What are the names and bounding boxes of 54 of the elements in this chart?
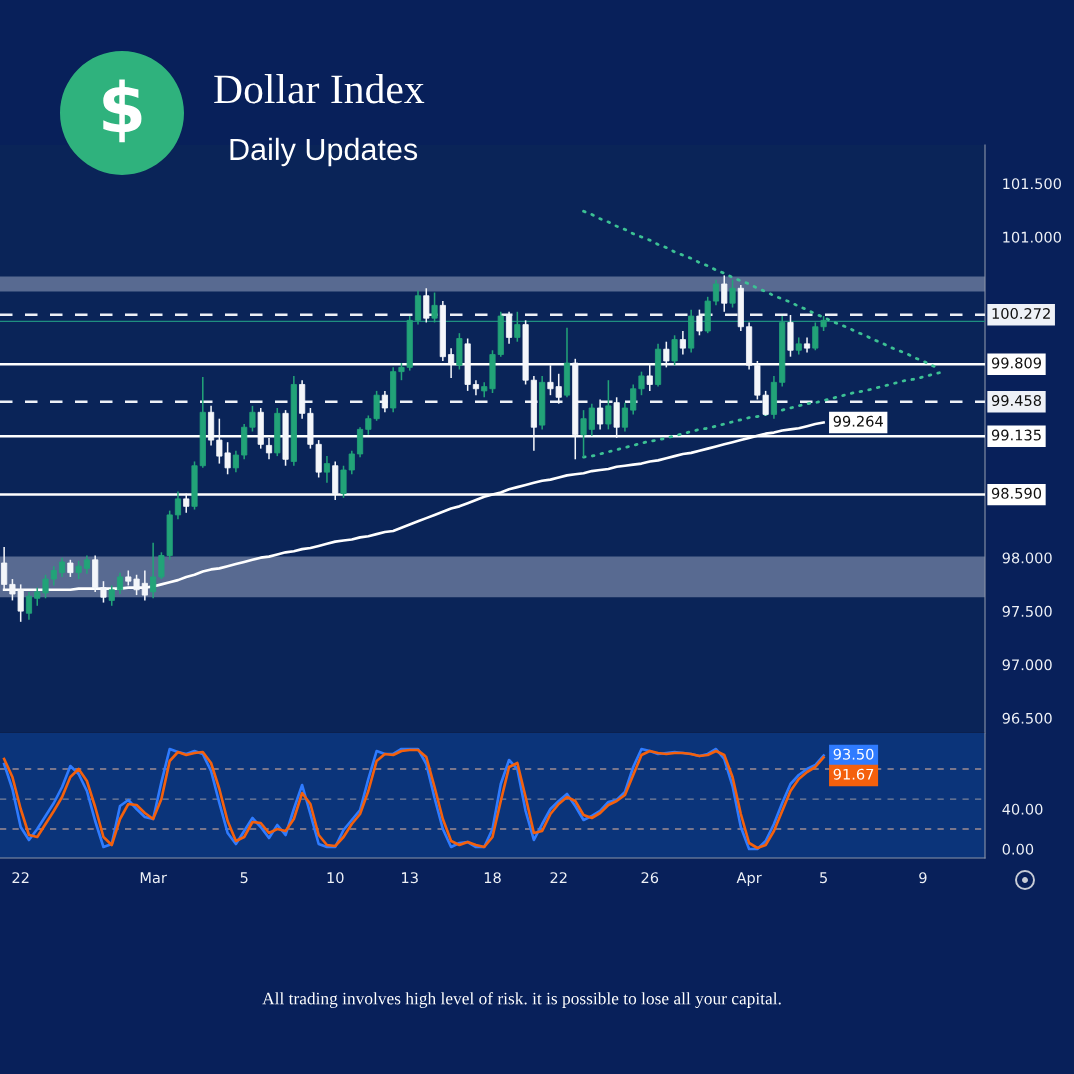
ref-line-label: 99.809 bbox=[991, 357, 1041, 369]
chart-subtitle: Daily Updates bbox=[230, 137, 418, 167]
y-tick-label: 101.000 bbox=[1003, 231, 1061, 243]
ref-line-label: 100.272 bbox=[992, 307, 1050, 319]
x-tick-label: 22 bbox=[12, 872, 29, 883]
ref-line-label: 99.458 bbox=[991, 395, 1042, 407]
ref-line-label: 99.135 bbox=[991, 429, 1041, 441]
x-tick-label: 10 bbox=[327, 872, 344, 884]
candlestick bbox=[232, 449, 239, 473]
candlestick bbox=[50, 565, 57, 587]
candlestick bbox=[83, 554, 90, 575]
text: All trading involves high level of risk. it is possible to lose all your capital. bbox=[262, 992, 781, 1008]
x-tick-label: 18 bbox=[484, 872, 501, 884]
y-tick-label: 101.500 bbox=[1003, 178, 1061, 190]
candlestick bbox=[108, 584, 115, 607]
candlestick bbox=[249, 405, 256, 433]
x-tick-label: 9 bbox=[919, 872, 927, 884]
x-tick-label: 13 bbox=[402, 872, 418, 884]
candlestick bbox=[25, 591, 33, 621]
data-label: 93.50 bbox=[833, 748, 874, 760]
chart-title: Dollar Index bbox=[214, 74, 425, 104]
x-tick-label: 5 bbox=[240, 872, 248, 884]
candlestick bbox=[679, 330, 686, 356]
candlestick bbox=[712, 278, 720, 307]
candlestick bbox=[514, 311, 521, 343]
x-tick-label: 5 bbox=[820, 872, 827, 884]
x-tick-label: Apr bbox=[736, 872, 762, 886]
candlestick bbox=[150, 541, 157, 600]
data-label: 99.264 bbox=[833, 415, 883, 427]
y-tick-label: 97.500 bbox=[1002, 605, 1052, 617]
x-tick-label: Mar bbox=[140, 872, 167, 884]
candlestick bbox=[174, 490, 182, 520]
candlestick bbox=[59, 556, 66, 578]
y-tick-label: 0.00 bbox=[1002, 843, 1034, 855]
text: $ bbox=[103, 79, 142, 143]
candlestick bbox=[75, 560, 82, 580]
candlestick bbox=[721, 274, 728, 313]
y-tick-label: 40.00 bbox=[1002, 803, 1043, 815]
candlestick bbox=[116, 571, 124, 595]
candlestick bbox=[729, 278, 736, 309]
x-tick-label: 26 bbox=[641, 872, 659, 884]
candlestick bbox=[431, 291, 438, 324]
candlestick bbox=[605, 379, 612, 431]
candlestick bbox=[621, 401, 629, 433]
data-label: 91.67 bbox=[833, 768, 874, 780]
candlestick bbox=[323, 455, 331, 484]
y-tick-label: 96.500 bbox=[1002, 712, 1052, 724]
candlestick bbox=[671, 334, 678, 366]
ref-line-label: 98.590 bbox=[991, 487, 1042, 499]
candlestick bbox=[588, 402, 595, 437]
y-tick-label: 97.000 bbox=[1002, 659, 1052, 671]
x-tick-label: 22 bbox=[550, 872, 567, 883]
y-tick-label: 98.000 bbox=[1002, 552, 1052, 564]
candlestick bbox=[580, 409, 587, 458]
